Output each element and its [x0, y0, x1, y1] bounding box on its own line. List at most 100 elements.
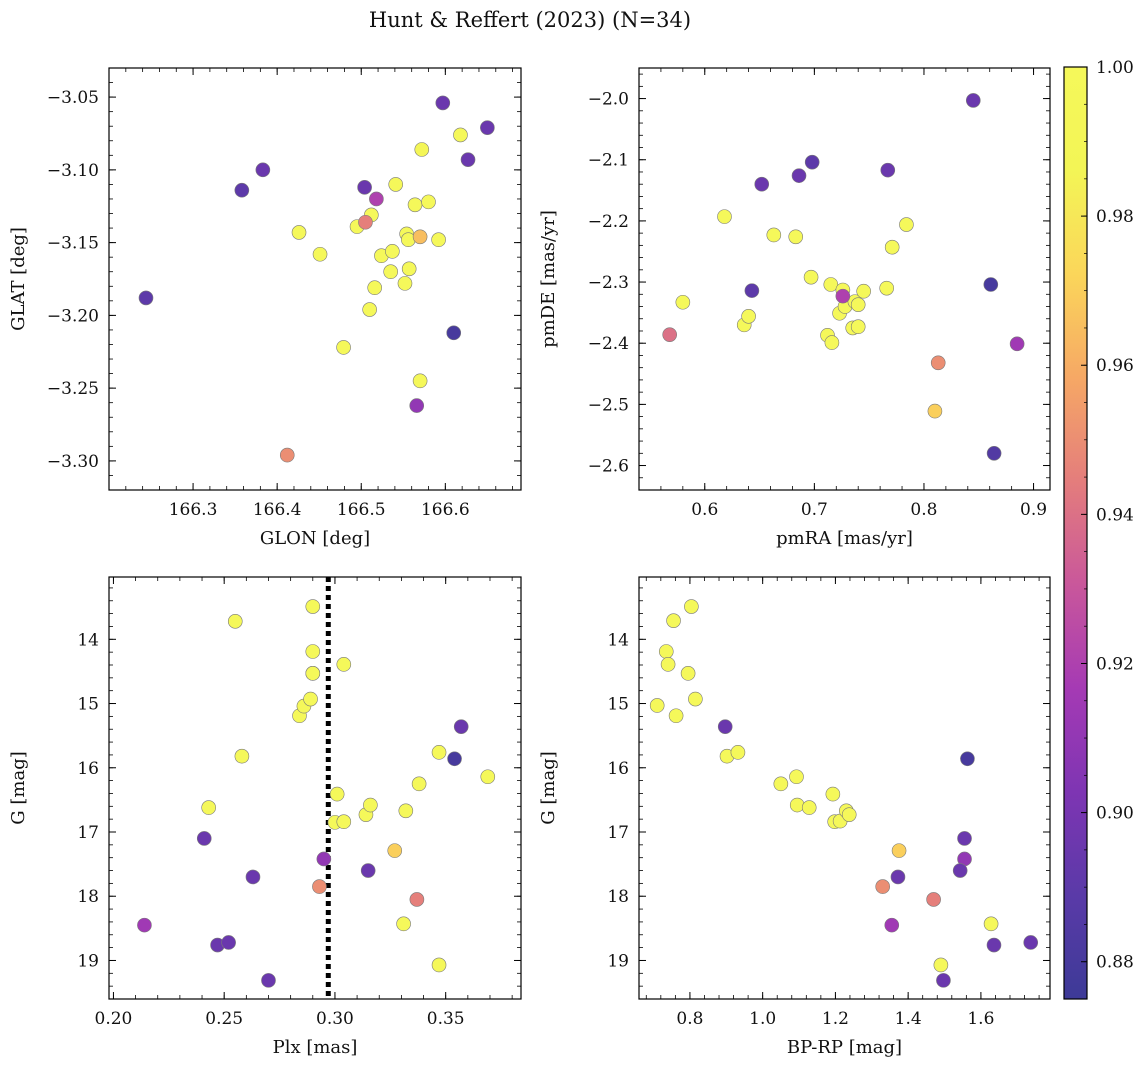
y-tick-label: 15	[607, 695, 629, 715]
colorbar-tick-label: 1.00	[1096, 58, 1134, 78]
y-tick-label: −2.4	[588, 334, 629, 354]
panel-glon-glat: 166.3 166.4 166.5 166.6 −3.05 −3.10 −3.15 −3.20…	[8, 67, 522, 549]
x-tick-label: 0.6	[691, 500, 718, 520]
data-point	[234, 182, 250, 198]
data-point	[884, 239, 900, 255]
colorbar-tick-label: 0.98	[1096, 207, 1134, 227]
plot-frame	[638, 576, 1051, 1000]
data-point	[234, 748, 250, 764]
x-axis-label: GLON [deg]	[260, 528, 370, 549]
data-point	[662, 327, 677, 342]
y-tick-label: 16	[77, 759, 99, 779]
colorbar-bar	[1063, 66, 1088, 1000]
data-point	[856, 283, 871, 299]
data-point	[660, 657, 676, 672]
data-point	[279, 447, 295, 463]
y-tick-label: 14	[607, 630, 629, 650]
data-point	[480, 769, 496, 785]
data-point	[397, 276, 413, 291]
data-point	[952, 863, 968, 878]
plot-frame	[108, 67, 522, 491]
x-tick-label: 1.4	[895, 1009, 922, 1029]
data-point	[754, 176, 770, 192]
data-point	[744, 283, 760, 298]
data-point	[933, 957, 949, 973]
data-point	[407, 197, 423, 213]
data-point	[788, 229, 804, 245]
y-axis-label: G [mag]	[8, 751, 29, 824]
data-point	[680, 666, 696, 681]
x-tick-label: 0.30	[316, 1009, 354, 1029]
data-point	[801, 800, 817, 815]
data-point	[824, 335, 840, 350]
colorbar-tick-label: 0.90	[1096, 804, 1134, 824]
data-point	[658, 644, 674, 659]
x-axis-label: BP-RP [mag]	[787, 1037, 902, 1058]
y-axis-label: G [mag]	[538, 751, 559, 824]
data-point	[447, 751, 462, 767]
data-point	[291, 225, 307, 240]
panel-bprp-g: 0.8 1.0 1.2 1.4 1.6 14 15 16 17 18 19 BP-RP [mag] G …	[538, 576, 1051, 1058]
colorbar-tick-label: 0.88	[1096, 953, 1134, 973]
data-point	[823, 277, 839, 292]
data-point	[884, 917, 900, 933]
data-point	[986, 446, 1002, 461]
panel-plx-g: 0.20 0.25 0.30 0.35 14 15 16 17 18 19 Plx [mas] G […	[8, 576, 522, 1058]
data-point	[717, 209, 732, 224]
x-tick-label: 0.7	[801, 500, 828, 520]
data-point	[930, 355, 946, 371]
x-tick-label: 1.6	[967, 1009, 994, 1029]
data-point	[879, 280, 894, 296]
data-point	[412, 229, 428, 245]
y-tick-label: −3.05	[47, 88, 99, 108]
x-tick-label: 0.9	[1020, 500, 1047, 520]
x-axis-label: pmRA [mas/yr]	[776, 528, 913, 549]
data-point	[960, 751, 975, 767]
x-tick-label: 0.20	[95, 1009, 133, 1029]
y-tick-label: 15	[77, 695, 99, 715]
data-point	[431, 232, 446, 248]
data-point	[766, 227, 782, 243]
y-tick-label: 19	[77, 951, 99, 971]
y-tick-label: 16	[607, 759, 629, 779]
data-point	[383, 264, 398, 280]
x-tick-label: 0.8	[910, 500, 937, 520]
y-tick-label: 14	[77, 630, 99, 650]
data-point	[362, 302, 377, 317]
data-point	[850, 319, 866, 335]
y-tick-label: 19	[607, 951, 629, 971]
data-point	[789, 769, 804, 785]
x-tick-label: 1.2	[822, 1009, 849, 1029]
data-point	[666, 613, 681, 628]
colorbar: 0.88 0.90 0.92 0.94 0.96 0.98 1.00	[1063, 58, 1134, 1000]
colorbar-tick-label: 0.92	[1096, 654, 1134, 674]
data-point	[927, 403, 943, 419]
plot-frame	[638, 67, 1051, 491]
data-point	[926, 892, 941, 907]
data-point	[688, 691, 703, 707]
data-point	[675, 294, 691, 310]
data-point	[316, 851, 332, 867]
x-tick-label: 166.5	[337, 500, 386, 520]
x-tick-label: 166.4	[253, 500, 302, 520]
y-tick-label: −2.3	[588, 273, 629, 293]
data-point	[841, 807, 857, 822]
data-point	[360, 863, 376, 878]
data-point	[221, 935, 236, 950]
data-point	[684, 599, 699, 614]
data-point	[414, 142, 430, 157]
data-point	[387, 843, 403, 858]
data-point	[668, 708, 684, 724]
figure-title: Hunt & Reffert (2023) (N=34)	[369, 8, 691, 32]
x-tick-label: 166.6	[421, 500, 470, 520]
y-tick-label: −3.30	[47, 452, 99, 472]
data-point	[421, 194, 436, 210]
data-point	[453, 127, 468, 143]
y-tick-label: −2.2	[588, 212, 629, 232]
data-point	[305, 644, 321, 659]
data-point	[986, 937, 1002, 953]
colorbar-tick-label: 0.96	[1096, 356, 1134, 376]
data-point	[363, 797, 378, 813]
y-tick-label: 17	[607, 823, 629, 843]
